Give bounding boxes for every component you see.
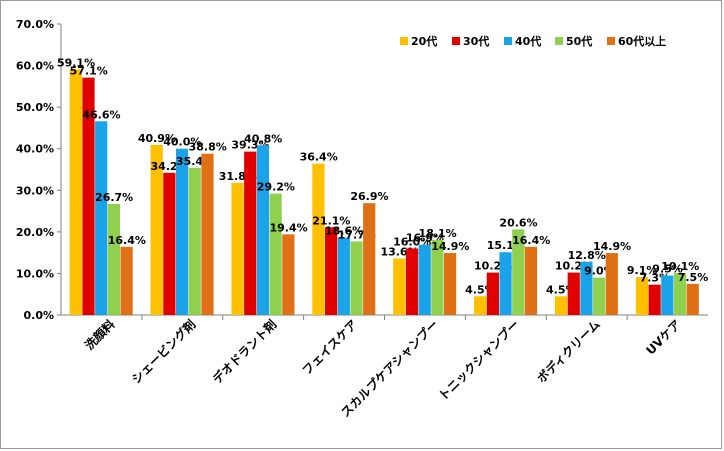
x-tick-label: フェイスケア [300,317,361,378]
bar [673,273,687,315]
bar [269,193,282,315]
y-tick-label: 0.0% [23,309,54,322]
y-tick-label: 60.0% [16,60,54,73]
legend-swatch [504,37,512,45]
data-label: 38.8% [189,141,227,154]
data-label: 19.4% [270,221,308,234]
x-tick-label: UVケア [643,317,683,357]
legend-label: 40代 [515,34,541,48]
bar [605,253,618,315]
data-label: 20.6% [499,216,537,229]
bar [443,253,457,315]
data-label: 12.8% [568,249,606,262]
data-label: 40.8% [244,132,282,145]
legend-swatch [400,37,408,45]
legend-label: 50代 [566,34,592,48]
data-label: 26.9% [350,190,388,203]
data-label: 59.1% [57,56,95,69]
bar [175,148,189,315]
x-tick-label: シェービング剤 [128,317,198,387]
data-label: 14.9% [431,240,469,253]
y-tick-label: 40.0% [16,143,54,156]
bar [120,246,133,315]
data-label: 7.5% [678,271,709,284]
bar [567,272,580,315]
bar [486,272,499,315]
bar [474,296,487,315]
legend-label: 30代 [463,34,489,48]
x-tick-label: デオドラント剤 [209,317,279,387]
data-label: 16.4% [512,234,550,247]
data-label: 40.0% [163,136,201,149]
bar [661,275,674,315]
legend-swatch [452,37,460,45]
data-label: 36.4% [300,151,338,164]
bar [418,244,431,315]
data-label: 46.6% [82,108,120,121]
data-label: 16.4% [108,234,146,247]
data-label: 26.7% [95,191,133,204]
bar [82,77,95,316]
data-label: 9.1% [627,264,658,277]
bar [337,237,350,315]
legend-label: 60代以上 [618,34,666,48]
data-label: 10.1% [661,260,699,273]
y-tick-label: 10.0% [16,267,54,280]
bar [393,258,406,315]
legend-label: 20代 [411,34,437,48]
legend-swatch [607,37,615,45]
bar [312,163,325,315]
bar [150,144,163,315]
bar [648,284,661,315]
y-tick-label: 20.0% [16,226,54,239]
x-tick-label: ボディクリーム [534,317,603,386]
bar [95,121,108,315]
data-label: 9.5% [652,263,683,276]
bar [593,277,606,315]
bar [512,229,525,315]
bar [686,283,699,315]
data-label: 18.6% [325,225,363,238]
bar [524,246,538,315]
bar [431,239,444,315]
data-label: 57.1% [70,65,108,78]
bar [405,248,419,315]
data-label: 29.2% [257,181,295,194]
bar [244,151,257,315]
data-label: 14.9% [593,240,631,253]
bar [350,241,363,315]
bar [499,252,512,315]
legend-swatch [555,37,563,45]
x-tick-label: 洗顔料 [81,317,117,353]
y-tick-label: 70.0% [16,18,54,31]
data-label: 18.1% [419,227,457,240]
bar [363,203,376,315]
bar [188,167,201,315]
bar [201,153,214,315]
y-tick-label: 30.0% [16,184,54,197]
bar [231,182,244,315]
x-tick-label: トニックシャンプー [435,317,522,404]
bar [256,145,270,315]
bar [580,261,593,315]
bar [635,277,649,315]
bar [107,204,120,315]
bar [282,234,295,315]
bar [554,296,568,315]
bar [69,69,82,315]
bar [163,172,176,315]
y-tick-label: 50.0% [16,101,54,114]
data-label: 21.1% [312,214,350,227]
bar [325,227,338,315]
data-label: 40.9% [138,132,176,145]
